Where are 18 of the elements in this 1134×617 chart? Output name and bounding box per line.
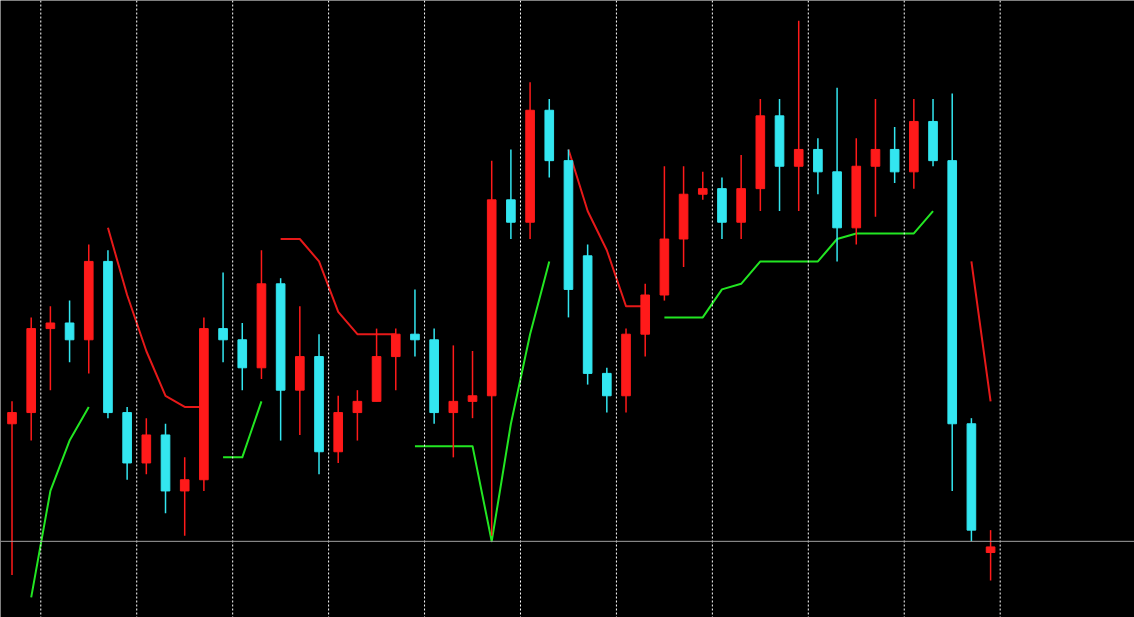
candlestick <box>793 19 804 212</box>
candlestick <box>697 171 708 201</box>
candlestick <box>45 305 56 391</box>
candlestick <box>218 271 228 363</box>
candlestick <box>602 367 612 414</box>
candlestick <box>506 148 516 240</box>
candlestick <box>467 350 478 419</box>
candlestick <box>64 299 75 363</box>
candlestick <box>7 400 17 576</box>
candlestick <box>352 389 363 442</box>
candlestick <box>870 98 881 218</box>
candlestick <box>889 126 900 184</box>
candlestick <box>448 344 459 459</box>
candlestick <box>390 327 401 391</box>
candlestick <box>813 137 823 195</box>
candlestick <box>410 288 420 358</box>
candlestick <box>179 456 190 537</box>
candlestick <box>985 529 996 582</box>
